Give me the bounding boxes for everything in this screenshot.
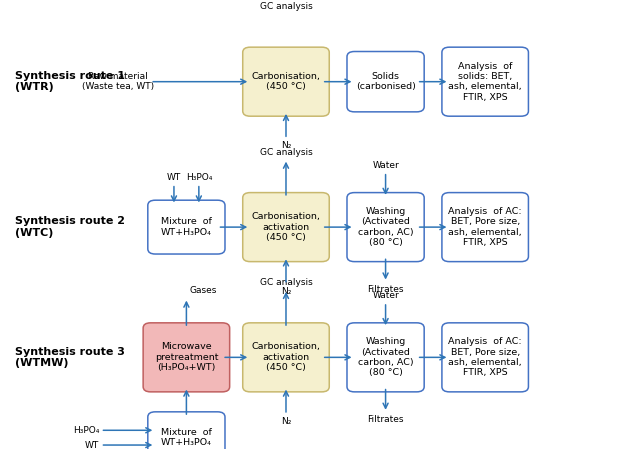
FancyBboxPatch shape xyxy=(243,323,329,392)
FancyBboxPatch shape xyxy=(143,323,230,392)
Text: Gases: Gases xyxy=(190,286,217,295)
FancyBboxPatch shape xyxy=(442,193,528,262)
Text: Microwave
pretreatment
(H₃PO₄+WT): Microwave pretreatment (H₃PO₄+WT) xyxy=(154,342,218,372)
Text: Analysis  of AC:
BET, Pore size,
ash, elemental,
FTIR, XPS: Analysis of AC: BET, Pore size, ash, ele… xyxy=(448,207,522,247)
Text: H₃PO₄: H₃PO₄ xyxy=(186,173,212,182)
Text: Filtrates: Filtrates xyxy=(367,284,404,294)
Text: Synthesis route 2
(WTC): Synthesis route 2 (WTC) xyxy=(15,217,125,238)
Text: Carbonisation,
activation
(450 °C): Carbonisation, activation (450 °C) xyxy=(252,342,320,372)
Text: GC analysis: GC analysis xyxy=(259,2,312,11)
Text: Synthesis route 1
(WTR): Synthesis route 1 (WTR) xyxy=(15,71,125,92)
Text: Analysis  of
solids: BET,
ash, elemental,
FTIR, XPS: Analysis of solids: BET, ash, elemental,… xyxy=(448,62,522,102)
Text: Mixture  of
WT+H₃PO₄: Mixture of WT+H₃PO₄ xyxy=(161,217,212,237)
FancyBboxPatch shape xyxy=(243,47,329,116)
Text: Filtrates: Filtrates xyxy=(367,415,404,424)
FancyBboxPatch shape xyxy=(442,323,528,392)
Text: Washing
(Activated
carbon, AC)
(80 °C): Washing (Activated carbon, AC) (80 °C) xyxy=(358,207,413,247)
Text: Raw material
(Waste tea, WT): Raw material (Waste tea, WT) xyxy=(82,72,154,92)
Text: Synthesis route 3
(WTMW): Synthesis route 3 (WTMW) xyxy=(15,347,125,368)
Text: Washing
(Activated
carbon, AC)
(80 °C): Washing (Activated carbon, AC) (80 °C) xyxy=(358,337,413,377)
Text: Water: Water xyxy=(372,291,399,300)
Text: Carbonisation,
(450 °C): Carbonisation, (450 °C) xyxy=(252,72,320,92)
FancyBboxPatch shape xyxy=(243,193,329,262)
Text: N₂: N₂ xyxy=(281,287,291,296)
Text: H₃PO₄: H₃PO₄ xyxy=(73,426,99,435)
Text: WT: WT xyxy=(167,173,181,182)
FancyBboxPatch shape xyxy=(148,412,225,453)
Text: WT: WT xyxy=(85,440,99,449)
FancyBboxPatch shape xyxy=(442,47,528,116)
FancyBboxPatch shape xyxy=(347,193,424,262)
Text: N₂: N₂ xyxy=(281,141,291,150)
Text: Analysis  of AC:
BET, Pore size,
ash, elemental,
FTIR, XPS: Analysis of AC: BET, Pore size, ash, ele… xyxy=(448,337,522,377)
Text: Solids
(carbonised): Solids (carbonised) xyxy=(355,72,416,92)
Text: N₂: N₂ xyxy=(281,417,291,426)
Text: Carbonisation,
activation
(450 °C): Carbonisation, activation (450 °C) xyxy=(252,212,320,242)
FancyBboxPatch shape xyxy=(347,52,424,112)
Text: GC analysis: GC analysis xyxy=(259,278,312,287)
FancyBboxPatch shape xyxy=(148,200,225,254)
FancyBboxPatch shape xyxy=(347,323,424,392)
Text: GC analysis: GC analysis xyxy=(259,148,312,157)
Text: Water: Water xyxy=(372,161,399,169)
Text: Mixture  of
WT+H₃PO₄: Mixture of WT+H₃PO₄ xyxy=(161,428,212,448)
